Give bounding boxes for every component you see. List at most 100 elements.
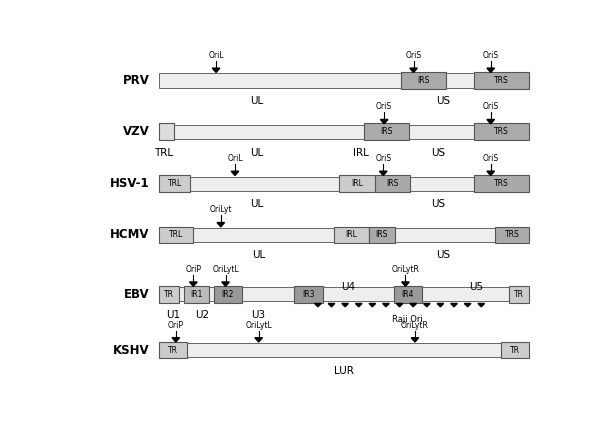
Polygon shape [189, 282, 197, 286]
Text: PRV: PRV [123, 74, 150, 87]
Polygon shape [212, 68, 220, 72]
Polygon shape [478, 303, 485, 307]
Text: UL: UL [252, 250, 265, 260]
Text: TRS: TRS [494, 76, 509, 85]
Polygon shape [487, 119, 494, 124]
Text: OriS: OriS [375, 154, 391, 163]
Text: OriLytL: OriLytL [245, 320, 272, 330]
Text: IR2: IR2 [222, 290, 234, 299]
Text: HSV-1: HSV-1 [110, 177, 150, 190]
Text: OriS: OriS [406, 51, 422, 60]
Bar [214, 286, 242, 303]
Text: TRL: TRL [169, 231, 183, 239]
Polygon shape [423, 303, 430, 307]
Bar [339, 175, 375, 192]
Text: TR: TR [514, 290, 524, 299]
Text: U1: U1 [166, 310, 180, 320]
Bar [509, 286, 529, 303]
Text: Raji Ori: Raji Ori [392, 315, 423, 324]
Text: OriLytL: OriLytL [212, 265, 239, 274]
Polygon shape [410, 68, 417, 72]
Bar [474, 175, 529, 192]
Bar [159, 342, 187, 358]
Text: U5: U5 [469, 283, 483, 292]
Text: HCMV: HCMV [110, 228, 150, 242]
Bar [159, 123, 174, 140]
Polygon shape [172, 337, 180, 342]
Polygon shape [381, 119, 388, 124]
Text: OriS: OriS [483, 102, 499, 112]
Text: OriS: OriS [483, 154, 499, 163]
Text: TRL: TRL [155, 148, 174, 158]
Polygon shape [437, 303, 444, 307]
Text: IRS: IRS [386, 179, 398, 188]
Text: US: US [431, 148, 445, 158]
Polygon shape [410, 303, 417, 307]
Text: KSHV: KSHV [113, 344, 150, 357]
Text: U2: U2 [195, 310, 209, 320]
Text: IRL: IRL [346, 231, 357, 239]
Bar [364, 123, 409, 140]
Polygon shape [411, 337, 419, 342]
Text: OriLytR: OriLytR [392, 265, 419, 274]
Polygon shape [382, 303, 389, 307]
Polygon shape [356, 303, 362, 307]
Polygon shape [231, 171, 239, 176]
Polygon shape [342, 303, 348, 307]
Text: U3: U3 [252, 310, 266, 320]
Polygon shape [397, 303, 403, 307]
Text: IRL: IRL [353, 148, 368, 158]
Polygon shape [255, 337, 263, 342]
Polygon shape [487, 171, 494, 176]
Text: TRS: TRS [505, 231, 519, 239]
Text: OriL: OriL [208, 51, 224, 60]
Text: IR4: IR4 [401, 290, 414, 299]
Polygon shape [451, 303, 457, 307]
Text: UL: UL [250, 96, 263, 106]
Polygon shape [222, 282, 229, 286]
Bar [375, 175, 410, 192]
Bar [496, 227, 529, 243]
Bar [334, 227, 368, 243]
Polygon shape [487, 68, 494, 72]
Bar [159, 125, 529, 139]
Text: TR: TR [168, 346, 178, 354]
Polygon shape [328, 303, 335, 307]
Bar [159, 286, 179, 303]
Text: IRS: IRS [380, 127, 392, 136]
Polygon shape [369, 303, 376, 307]
Polygon shape [379, 171, 387, 176]
Polygon shape [217, 222, 225, 227]
Polygon shape [464, 303, 471, 307]
Bar [159, 177, 529, 191]
Text: OriLytR: OriLytR [401, 320, 429, 330]
Text: UL: UL [250, 199, 263, 209]
Text: OriS: OriS [376, 102, 392, 112]
Bar [393, 286, 422, 303]
Text: TRS: TRS [494, 127, 509, 136]
Text: OriS: OriS [483, 51, 499, 60]
Text: TRS: TRS [494, 179, 509, 188]
Text: US: US [431, 199, 445, 209]
Bar [159, 227, 193, 243]
Bar [401, 72, 446, 89]
Text: US: US [436, 96, 450, 106]
Text: US: US [436, 250, 450, 260]
Bar [159, 74, 529, 88]
Bar [185, 286, 209, 303]
Polygon shape [315, 303, 321, 307]
Bar [368, 227, 395, 243]
Text: OriP: OriP [185, 265, 202, 274]
Text: OriLyt: OriLyt [210, 205, 232, 215]
Text: IRS: IRS [417, 76, 430, 85]
Text: TRL: TRL [167, 179, 181, 188]
Bar [159, 287, 529, 301]
Text: TR: TR [510, 346, 520, 354]
Text: IRL: IRL [351, 179, 363, 188]
Text: LUR: LUR [334, 365, 354, 375]
Text: OriP: OriP [168, 320, 184, 330]
Text: TR: TR [164, 290, 174, 299]
Polygon shape [401, 282, 409, 286]
Text: U4: U4 [342, 283, 356, 292]
Bar [159, 175, 190, 192]
